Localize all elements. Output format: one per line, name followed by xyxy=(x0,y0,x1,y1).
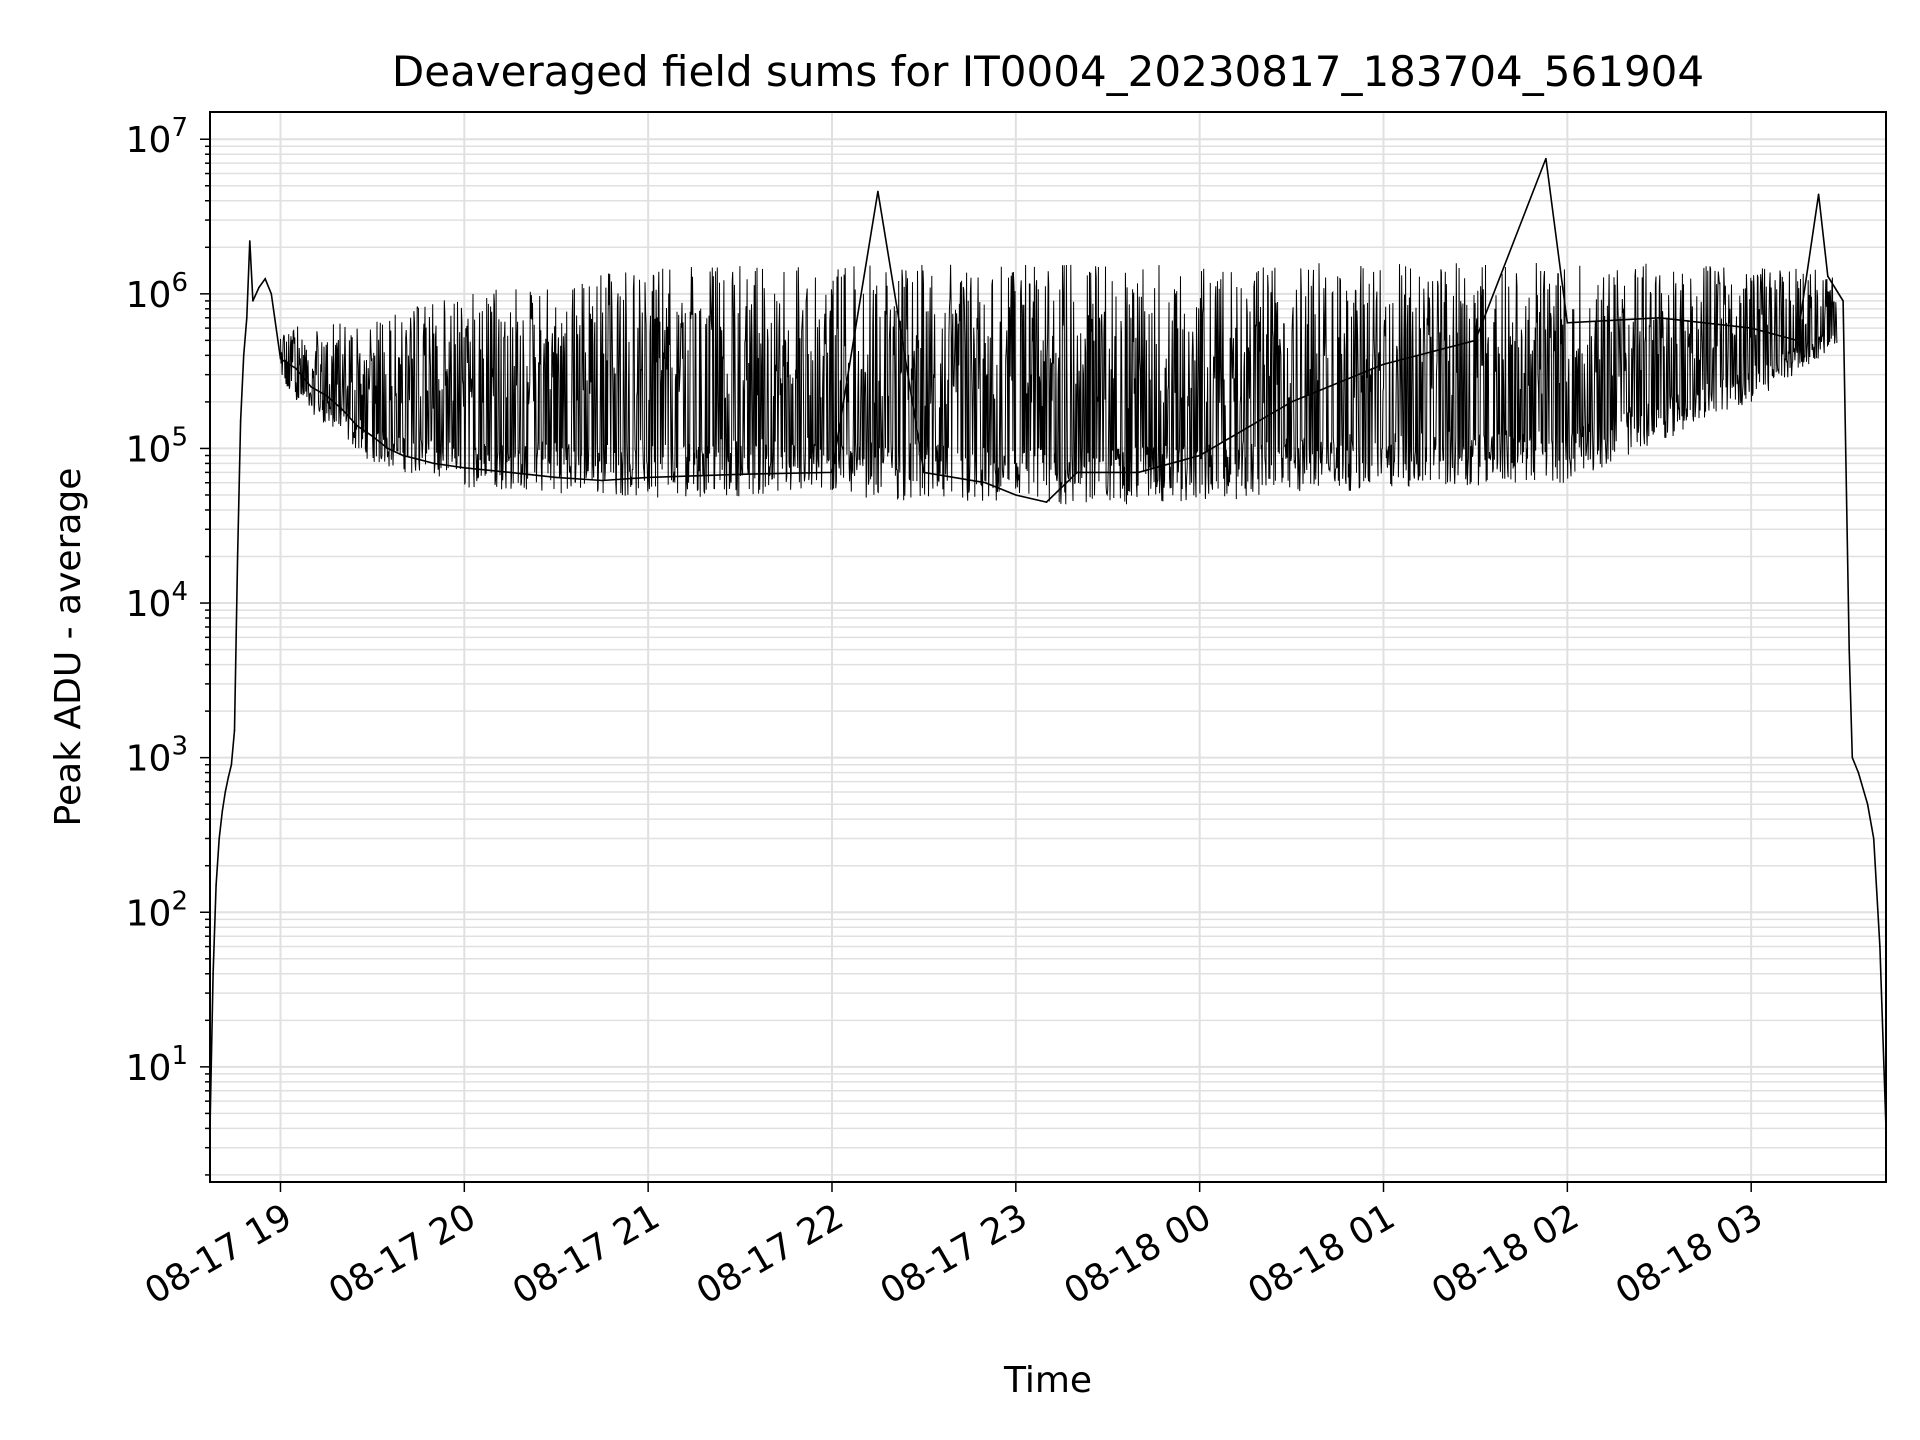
data-point xyxy=(647,476,649,479)
y-tick-label: 105 xyxy=(126,422,188,470)
data-point xyxy=(341,408,343,410)
data-point xyxy=(1658,317,1661,319)
data-point xyxy=(463,467,466,469)
data-point xyxy=(1474,339,1477,342)
data-point xyxy=(230,763,233,766)
data-point xyxy=(325,394,328,397)
grid xyxy=(210,112,1886,1182)
plot-frame xyxy=(209,111,1887,1183)
data-point xyxy=(356,425,358,427)
data-point xyxy=(1076,471,1078,474)
data-point xyxy=(218,837,220,840)
data-point xyxy=(1857,771,1860,774)
data-point xyxy=(1750,327,1752,329)
data-point xyxy=(249,240,251,242)
series-line xyxy=(209,158,1887,1129)
y-tick-label: 106 xyxy=(126,268,188,316)
data-point xyxy=(831,471,833,474)
y-axis-label: Peak ADU - average xyxy=(48,468,89,827)
data-point xyxy=(233,729,236,732)
data-point xyxy=(1796,339,1798,342)
data-point xyxy=(227,776,230,778)
data-point xyxy=(1817,193,1820,196)
data-point xyxy=(221,810,224,813)
data-point xyxy=(984,481,986,484)
data-point xyxy=(1842,300,1844,302)
data-point xyxy=(739,473,741,476)
data-point xyxy=(242,354,245,357)
data-point xyxy=(386,447,389,450)
y-tick-label: 102 xyxy=(126,886,188,934)
y-tick-label: 101 xyxy=(126,1041,188,1089)
data-point xyxy=(1879,945,1881,948)
y-tick-label: 104 xyxy=(126,577,188,625)
data-point xyxy=(258,286,260,289)
data-point xyxy=(601,479,603,482)
x-axis-label: Time xyxy=(1003,1360,1092,1401)
data-point xyxy=(224,791,227,793)
data-point xyxy=(252,300,254,302)
data-point xyxy=(371,435,374,438)
data-point xyxy=(555,476,557,479)
data-point xyxy=(1290,401,1293,403)
data-point xyxy=(246,317,248,319)
data-point xyxy=(1545,157,1547,160)
data-point xyxy=(264,278,267,280)
y-tick-label: 107 xyxy=(126,113,188,161)
y-tick-label: 103 xyxy=(126,732,188,780)
data-point xyxy=(1566,322,1569,324)
chart-title: Deaveraged field sums for IT0004_2023081… xyxy=(392,47,1704,96)
series-oscillation xyxy=(280,262,1838,505)
data-point xyxy=(310,386,312,388)
data-point xyxy=(1851,756,1854,759)
data-point xyxy=(239,420,242,423)
data-point xyxy=(877,190,879,193)
data-point xyxy=(295,367,297,370)
data-point xyxy=(1198,454,1201,457)
data-point xyxy=(279,358,282,360)
series-layer xyxy=(209,157,1887,1130)
data-point xyxy=(1015,494,1017,496)
data-point xyxy=(417,458,420,461)
data-point xyxy=(509,471,512,474)
data-point xyxy=(1872,837,1875,840)
data-point xyxy=(1827,275,1829,278)
data-point xyxy=(1382,363,1385,366)
data-point xyxy=(1137,471,1140,474)
data-point xyxy=(215,884,217,886)
data-point xyxy=(1848,648,1850,651)
data-point xyxy=(270,293,273,295)
data-point xyxy=(432,462,435,465)
data-point xyxy=(1045,501,1048,503)
data-point xyxy=(923,471,925,474)
data-point xyxy=(1866,803,1869,805)
data-point xyxy=(236,555,239,558)
data-point xyxy=(402,454,404,457)
data-point xyxy=(212,973,214,975)
